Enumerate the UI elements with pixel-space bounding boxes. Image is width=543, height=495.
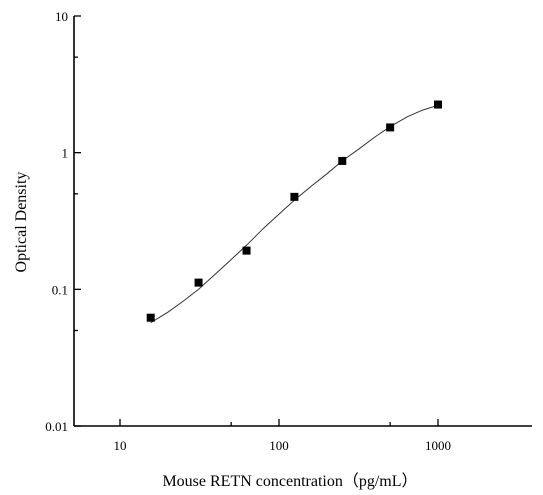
x-tick-label: 100: [269, 438, 289, 453]
plot-area: 10 100 1000 0.01 0.1 1 10: [45, 9, 532, 453]
x-tick-label: 10: [114, 438, 127, 453]
x-axis-ticks: 10 100 1000: [114, 419, 451, 453]
data-point: [338, 156, 347, 165]
y-tick-label: 0.1: [52, 282, 68, 297]
data-point: [146, 313, 155, 322]
y-axis-label: Optical Density: [13, 172, 30, 273]
data-point: [290, 192, 299, 201]
data-points: [146, 100, 442, 322]
x-axis-label: Mouse RETN concentration（pg/mL）: [162, 472, 417, 490]
data-point: [194, 278, 203, 287]
y-tick-label: 10: [55, 9, 68, 24]
y-axis-ticks: 0.01 0.1 1 10: [45, 9, 81, 434]
data-point: [434, 100, 442, 109]
data-point: [242, 246, 251, 255]
y-tick-label: 0.01: [45, 419, 68, 434]
x-tick-label: 1000: [425, 438, 451, 453]
fit-curve-line: [150, 104, 439, 324]
y-tick-label: 1: [62, 146, 69, 161]
data-point: [386, 123, 395, 132]
